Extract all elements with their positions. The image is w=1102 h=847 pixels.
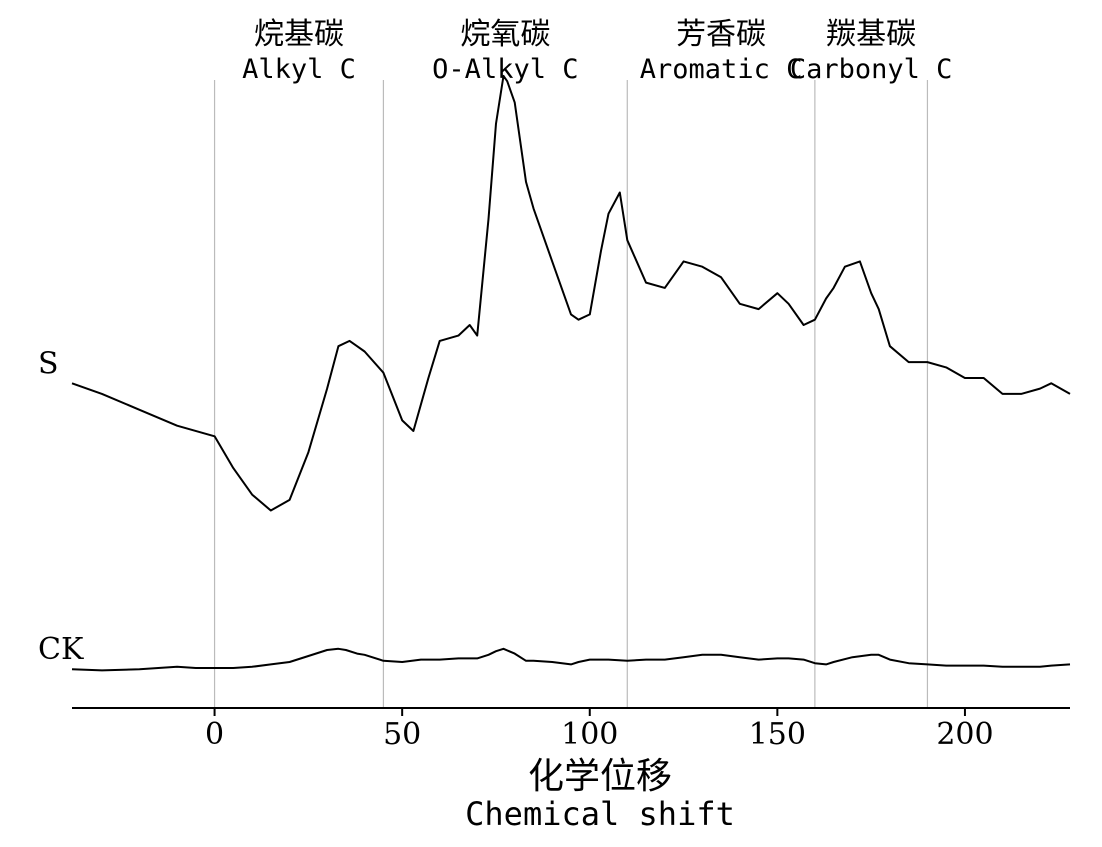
x-axis-ticks: 0 50 100 150 200 <box>205 708 994 752</box>
series-lines <box>71 74 1071 672</box>
region-dividers <box>213 80 929 708</box>
x-tick-label-50: 50 <box>383 717 421 752</box>
x-tick-label-100: 100 <box>561 717 618 752</box>
region-label-cn-2: 芳香碳 <box>676 17 766 52</box>
region-label-cn-3: 羰基碳 <box>826 17 916 52</box>
region-label-en-2: Aromatic C <box>640 54 803 85</box>
x-axis-label-cn: 化学位移 <box>528 756 672 797</box>
region-label-cn-0: 烷基碳 <box>254 17 344 52</box>
series-labels: S CK <box>38 346 84 667</box>
region-label-en-1: O-Alkyl C <box>432 54 578 85</box>
region-label-cn-1: 烷氧碳 <box>460 17 550 52</box>
series-line-ck <box>71 647 1071 672</box>
x-tick-label-150: 150 <box>749 717 806 752</box>
region-label-en-0: Alkyl C <box>242 54 356 85</box>
series-line-s <box>71 74 1071 512</box>
x-tick-label-200: 200 <box>936 717 993 752</box>
region-label-en-3: Carbonyl C <box>790 54 953 85</box>
series-label-ck: CK <box>38 632 84 667</box>
series-label-s: S <box>38 346 59 381</box>
x-tick-label-0: 0 <box>205 717 224 752</box>
x-axis-label-en: Chemical shift <box>465 795 735 833</box>
